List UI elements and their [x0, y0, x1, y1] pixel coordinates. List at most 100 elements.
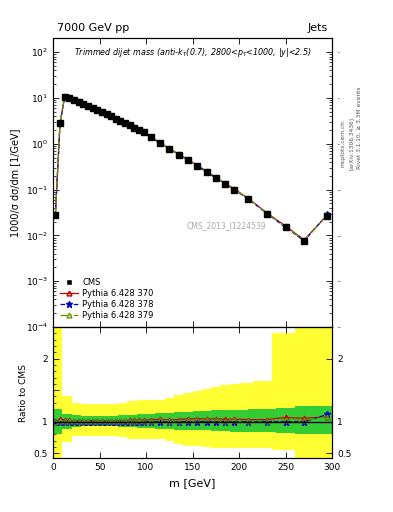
Line: Pythia 6.428 379: Pythia 6.428 379 [53, 94, 330, 243]
CMS [118, 118, 123, 124]
Pythia 6.428 378 [86, 103, 90, 109]
Pythia 6.428 378 [118, 118, 123, 124]
Pythia 6.428 379 [132, 124, 137, 131]
Pythia 6.428 370 [123, 120, 127, 126]
Pythia 6.428 378 [213, 175, 218, 181]
Pythia 6.428 370 [81, 100, 86, 106]
Pythia 6.428 378 [302, 238, 307, 244]
Pythia 6.428 378 [176, 152, 181, 158]
Pythia 6.428 370 [141, 129, 146, 135]
Pythia 6.428 379 [176, 151, 181, 157]
Pythia 6.428 379 [325, 212, 330, 218]
Pythia 6.428 379 [114, 115, 118, 121]
Pythia 6.428 379 [118, 118, 123, 124]
CMS [195, 163, 200, 169]
Pythia 6.428 370 [62, 93, 67, 99]
CMS [302, 238, 307, 244]
Pythia 6.428 379 [213, 175, 218, 181]
Pythia 6.428 370 [204, 168, 209, 174]
Text: 7000 GeV pp: 7000 GeV pp [57, 23, 129, 33]
Pythia 6.428 370 [132, 124, 137, 131]
Pythia 6.428 378 [204, 169, 209, 175]
Pythia 6.428 379 [204, 168, 209, 175]
Pythia 6.428 370 [223, 180, 228, 186]
CMS [90, 105, 95, 111]
Pythia 6.428 370 [99, 109, 104, 115]
Pythia 6.428 378 [72, 97, 76, 103]
CMS [204, 169, 209, 175]
CMS [95, 107, 99, 113]
Pythia 6.428 370 [149, 134, 153, 140]
Pythia 6.428 379 [72, 96, 76, 102]
Pythia 6.428 370 [195, 162, 200, 168]
Pythia 6.428 378 [53, 212, 58, 218]
Pythia 6.428 370 [137, 126, 141, 133]
Pythia 6.428 378 [76, 99, 81, 105]
Pythia 6.428 379 [246, 196, 251, 202]
CMS [99, 109, 104, 115]
CMS [62, 94, 67, 100]
Pythia 6.428 378 [67, 95, 72, 101]
Pythia 6.428 378 [109, 113, 114, 119]
CMS [76, 99, 81, 105]
Pythia 6.428 378 [141, 129, 146, 135]
Pythia 6.428 378 [95, 107, 99, 113]
CMS [114, 116, 118, 122]
CMS [141, 129, 146, 135]
Pythia 6.428 378 [123, 120, 127, 126]
Pythia 6.428 379 [302, 237, 307, 243]
Pythia 6.428 378 [132, 124, 137, 131]
CMS [109, 113, 114, 119]
Pythia 6.428 378 [246, 196, 251, 202]
CMS [325, 214, 330, 220]
Pythia 6.428 370 [53, 212, 58, 218]
Pythia 6.428 378 [325, 211, 330, 217]
Pythia 6.428 379 [137, 127, 141, 133]
Pythia 6.428 379 [90, 105, 95, 111]
CMS [149, 134, 153, 140]
Pythia 6.428 370 [72, 96, 76, 102]
CMS [176, 152, 181, 158]
CMS [132, 124, 137, 131]
Pythia 6.428 378 [104, 111, 109, 117]
Pythia 6.428 378 [114, 116, 118, 122]
Pythia 6.428 379 [195, 163, 200, 169]
Pythia 6.428 379 [81, 100, 86, 106]
Pythia 6.428 379 [53, 212, 58, 218]
Pythia 6.428 370 [86, 102, 90, 109]
Pythia 6.428 379 [76, 98, 81, 104]
CMS [185, 157, 190, 163]
Pythia 6.428 379 [283, 224, 288, 230]
Text: Jets: Jets [308, 23, 328, 33]
Pythia 6.428 379 [127, 122, 132, 128]
Pythia 6.428 379 [67, 95, 72, 101]
Pythia 6.428 379 [141, 129, 146, 135]
Pythia 6.428 370 [127, 122, 132, 128]
CMS [67, 95, 72, 101]
CMS [158, 140, 162, 146]
Pythia 6.428 370 [58, 120, 62, 126]
Text: CMS_2013_I1224539: CMS_2013_I1224539 [186, 222, 266, 230]
Line: Pythia 6.428 370: Pythia 6.428 370 [53, 94, 330, 242]
Pythia 6.428 379 [167, 146, 172, 152]
Pythia 6.428 370 [325, 212, 330, 218]
Pythia 6.428 370 [185, 156, 190, 162]
Pythia 6.428 378 [127, 122, 132, 128]
Text: Trimmed dijet mass (anti-k$_{T}$(0.7), 2800<p$_{T}$<1000, |y|<2.5): Trimmed dijet mass (anti-k$_{T}$(0.7), 2… [73, 46, 312, 58]
Pythia 6.428 370 [213, 174, 218, 180]
CMS [167, 146, 172, 152]
Legend: CMS, Pythia 6.428 370, Pythia 6.428 378, Pythia 6.428 379: CMS, Pythia 6.428 370, Pythia 6.428 378,… [57, 275, 156, 323]
Pythia 6.428 378 [223, 181, 228, 187]
Pythia 6.428 379 [95, 107, 99, 113]
Pythia 6.428 370 [90, 104, 95, 111]
Pythia 6.428 370 [176, 151, 181, 157]
CMS [72, 97, 76, 103]
Pythia 6.428 379 [58, 120, 62, 126]
Pythia 6.428 370 [232, 186, 237, 192]
Pythia 6.428 379 [158, 140, 162, 146]
Pythia 6.428 379 [62, 94, 67, 100]
Line: CMS: CMS [52, 94, 331, 244]
Pythia 6.428 379 [185, 157, 190, 163]
CMS [104, 111, 109, 117]
Pythia 6.428 370 [104, 111, 109, 117]
